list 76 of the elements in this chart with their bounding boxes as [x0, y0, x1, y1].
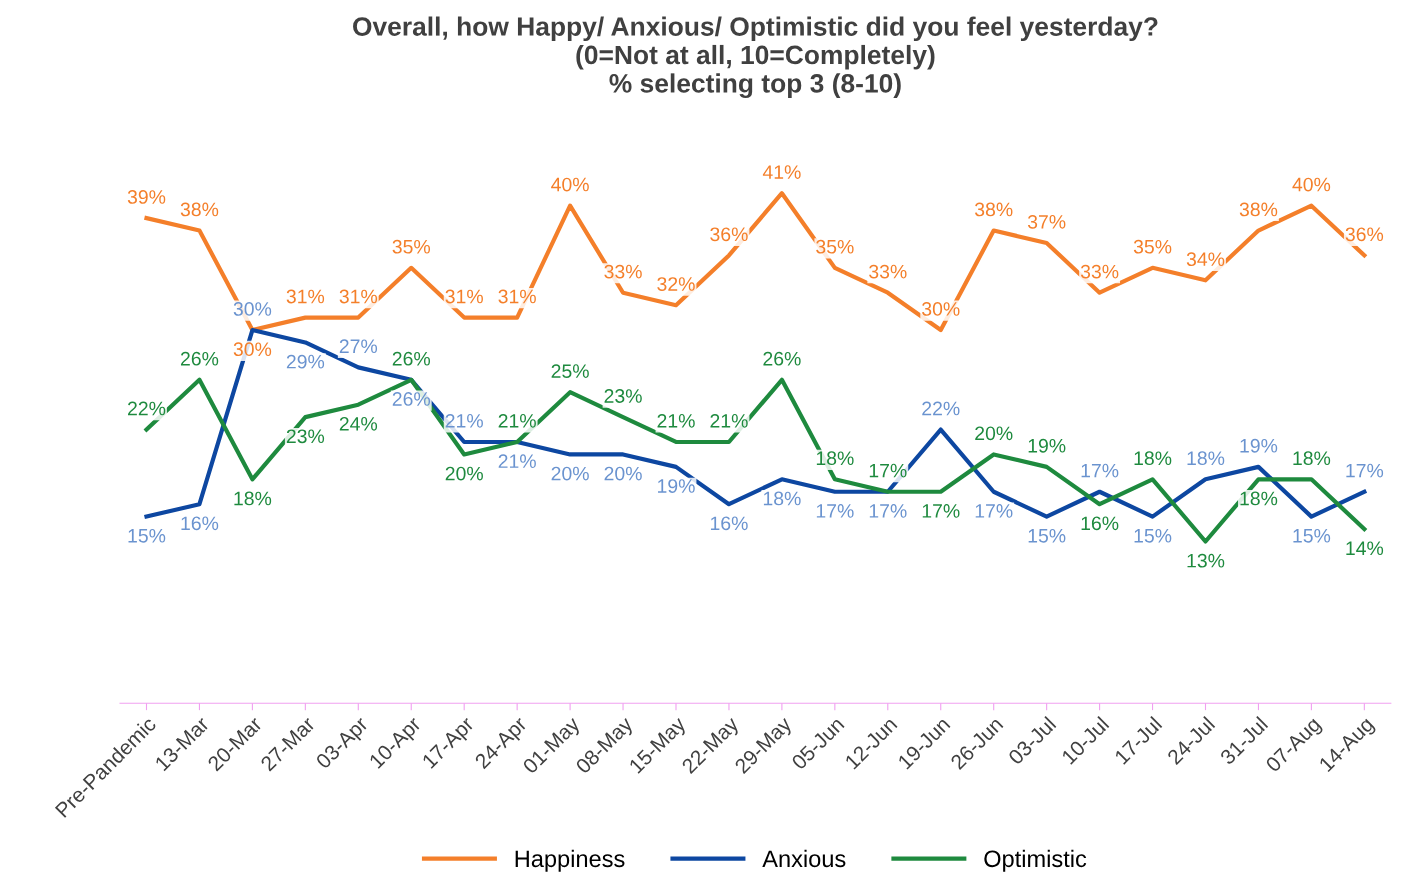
data-label: 31% — [339, 289, 378, 304]
legend-label: Optimistic — [984, 849, 1087, 872]
data-label: 16% — [1081, 516, 1119, 531]
data-label: 36% — [1345, 227, 1384, 242]
data-label: 38% — [1239, 202, 1278, 217]
data-label: 40% — [1292, 177, 1331, 192]
data-label: 19% — [658, 479, 695, 493]
data-label: 25% — [551, 364, 589, 379]
data-label: 26% — [392, 351, 431, 366]
data-label: 15% — [128, 528, 166, 543]
data-label: 27% — [339, 339, 378, 354]
data-label: 32% — [657, 277, 695, 291]
legend-label: Happiness — [515, 849, 625, 872]
data-label: 18% — [1293, 451, 1331, 466]
data-label: 17% — [1346, 463, 1384, 478]
data-label: 15% — [1134, 528, 1172, 543]
data-label: 20% — [445, 466, 483, 481]
data-label: 33% — [604, 264, 642, 279]
data-label: 41% — [762, 165, 801, 179]
data-label: 34% — [1186, 252, 1225, 267]
data-label: 35% — [392, 239, 431, 254]
data-label: 33% — [1080, 264, 1119, 279]
data-label: 24% — [339, 416, 378, 431]
data-label: 30% — [922, 302, 960, 316]
data-label: 17% — [1081, 463, 1119, 478]
data-label: 23% — [604, 389, 642, 403]
data-label: 29% — [286, 354, 325, 369]
data-label: 15% — [1293, 528, 1331, 543]
legend-label: Anxious — [762, 849, 846, 868]
data-label: 21% — [710, 413, 748, 428]
data-label: 18% — [1187, 451, 1225, 466]
data-label: 21% — [498, 454, 536, 468]
data-label: 15% — [1028, 528, 1066, 543]
data-label: 35% — [1133, 239, 1172, 254]
data-label: 17% — [922, 504, 960, 518]
data-label: 20% — [975, 426, 1013, 441]
data-label: 36% — [710, 227, 748, 242]
data-label: 37% — [1027, 214, 1066, 229]
data-label: 17% — [869, 463, 907, 478]
data-label: 18% — [1134, 451, 1172, 466]
data-label: 30% — [233, 342, 272, 357]
data-label: 17% — [975, 504, 1013, 518]
data-label: 26% — [763, 351, 801, 366]
data-label: 19% — [1240, 438, 1278, 453]
data-label: 21% — [657, 413, 695, 428]
data-label: 17% — [869, 504, 907, 518]
data-label: 19% — [1028, 438, 1066, 453]
data-label: 21% — [498, 413, 536, 428]
data-label: 35% — [816, 239, 854, 254]
data-label: 40% — [551, 177, 589, 192]
data-label: 22% — [922, 401, 960, 416]
data-label: 31% — [445, 289, 483, 304]
data-label: 14% — [1346, 541, 1384, 556]
data-label: 26% — [392, 392, 431, 406]
data-label: 17% — [816, 504, 854, 518]
data-label: 13% — [1187, 553, 1225, 568]
data-label: 18% — [234, 491, 272, 506]
data-label: 16% — [710, 516, 748, 531]
data-label: 38% — [974, 202, 1013, 217]
data-label: 31% — [498, 289, 536, 304]
data-label: 18% — [763, 491, 801, 506]
data-label: 33% — [869, 264, 907, 279]
data-label: 20% — [604, 466, 642, 481]
data-label: 39% — [127, 190, 166, 204]
data-label: 18% — [1240, 491, 1278, 506]
data-label: 22% — [128, 401, 166, 416]
data-label: 18% — [816, 451, 854, 466]
data-label: 30% — [233, 302, 272, 316]
data-label: 38% — [180, 202, 219, 217]
data-label: 26% — [180, 351, 219, 366]
chart-title: Overall, how Happy/ Anxious/ Optimistic did you feel yesterday? (0=Not at all, 10=Completely) % selecting top 3 (8-10) — [353, 16, 1158, 99]
data-label: 16% — [181, 516, 219, 531]
data-label: 23% — [286, 429, 325, 444]
data-label: 20% — [551, 466, 589, 481]
data-label: 21% — [445, 413, 483, 428]
data-label: 31% — [286, 289, 325, 304]
